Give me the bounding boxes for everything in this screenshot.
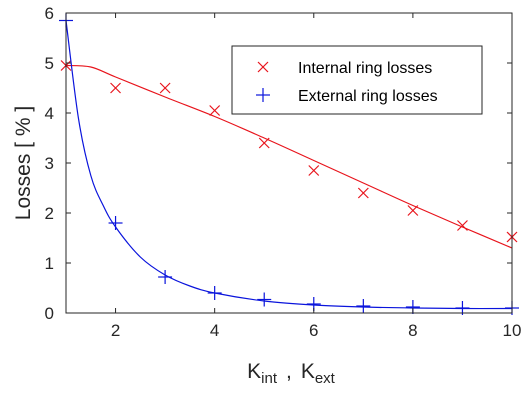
- external-data-point: [257, 292, 272, 307]
- legend: Internal ring losses External ring losses: [231, 45, 483, 115]
- legend-marker-external: [256, 88, 270, 102]
- external-data-point: [108, 216, 123, 230]
- x-tick-label: 4: [210, 321, 219, 340]
- internal-data-point: [159, 82, 171, 94]
- external-fit-line: [65, 20, 513, 310]
- y-tick-label: 5: [45, 54, 54, 73]
- plot-marks: [59, 13, 519, 315]
- y-tick-label: 3: [45, 154, 54, 173]
- y-tick-label: 0: [45, 304, 54, 323]
- x-label-k-ext-subscript: ext: [315, 370, 336, 387]
- external-data-point: [158, 270, 173, 284]
- x-tick-label: 2: [111, 321, 120, 340]
- x-label-separator: ,: [286, 360, 292, 383]
- y-tick-label: 4: [45, 104, 54, 123]
- internal-data-point: [457, 220, 468, 231]
- internal-data-point: [407, 205, 419, 216]
- y-tick-label: 6: [45, 4, 54, 23]
- legend-box: [231, 45, 483, 115]
- x-axis-label: Kint, Kext: [247, 360, 336, 387]
- x-label-k-ext: K: [301, 360, 315, 383]
- legend-label-internal: Internal ring losses: [298, 60, 432, 77]
- x-tick-label: 8: [408, 321, 417, 340]
- legend-marker-internal: [257, 61, 269, 73]
- x-tick-label: 10: [503, 321, 521, 340]
- internal-data-point: [209, 105, 221, 116]
- internal-data-point: [258, 137, 270, 149]
- external-data-point: [356, 299, 371, 313]
- x-label-k-int-subscript: int: [261, 370, 278, 387]
- y-axis-label: Losses [ % ]: [12, 106, 35, 220]
- internal-data-point: [110, 82, 121, 94]
- internal-data-point: [357, 187, 369, 199]
- y-tick-label: 1: [45, 254, 54, 273]
- axis-ticks: 2 4 6 8 10 0 1 2 3 4 5 6: [45, 4, 521, 340]
- external-data-point: [207, 286, 222, 300]
- internal-fit-line: [65, 64, 513, 249]
- internal-data-point: [308, 165, 320, 176]
- x-label-k-int: K: [247, 360, 261, 383]
- legend-label-external: External ring losses: [298, 88, 438, 105]
- x-tick-label: 6: [309, 321, 318, 340]
- y-tick-label: 2: [45, 204, 54, 223]
